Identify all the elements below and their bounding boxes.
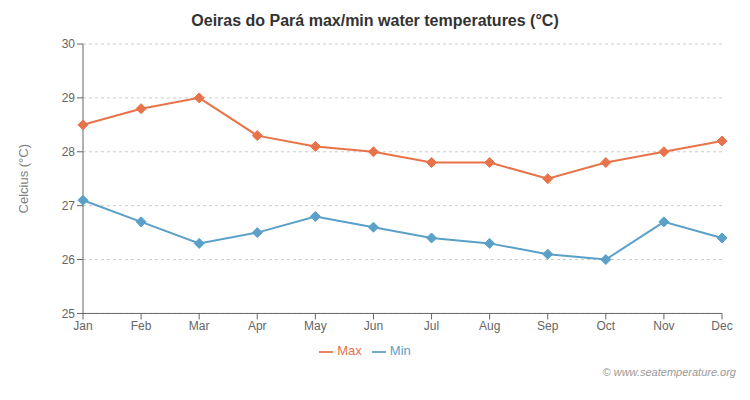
html-text:Min: Min	[389, 343, 411, 359]
svg-text:Jul: Jul	[424, 319, 439, 333]
svg-text:Celcius (°C): Celcius (°C)	[16, 144, 31, 213]
svg-text:Jun: Jun	[364, 319, 383, 333]
svg-text:Nov: Nov	[653, 319, 674, 333]
svg-text:Mar: Mar	[189, 319, 210, 333]
svg-text:Feb: Feb	[131, 319, 152, 333]
svg-text:30: 30	[62, 37, 76, 51]
svg-text:May: May	[304, 319, 327, 333]
html-text:© www.seatemperature.org: © www.seatemperature.org	[602, 366, 736, 378]
svg-text:Oct: Oct	[596, 319, 615, 333]
svg-text:26: 26	[62, 253, 76, 267]
svg-text:25: 25	[62, 307, 76, 321]
html-text:Oeiras do Pará max/min water t: Oeiras do Pará max/min water temperature…	[191, 12, 559, 29]
svg-text:Apr: Apr	[248, 319, 267, 333]
svg-text:Jan: Jan	[73, 319, 92, 333]
svg-text:29: 29	[62, 91, 76, 105]
html-text:Max: Max	[337, 343, 362, 359]
svg-text:Aug: Aug	[479, 319, 500, 333]
svg-text:28: 28	[62, 145, 76, 159]
svg-text:Sep: Sep	[537, 319, 559, 333]
svg-text:27: 27	[62, 199, 76, 213]
svg-text:Dec: Dec	[711, 319, 732, 333]
